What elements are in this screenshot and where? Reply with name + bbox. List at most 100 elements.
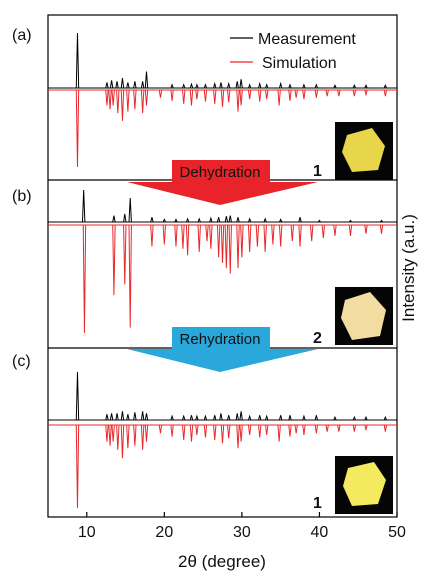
x-tick-label: 50 <box>388 524 406 541</box>
peak <box>140 81 145 89</box>
peak <box>379 219 384 223</box>
peak <box>112 215 116 223</box>
peak <box>189 89 194 106</box>
peak <box>126 414 130 421</box>
peak <box>235 81 239 89</box>
peak <box>182 414 186 421</box>
peak <box>278 81 283 89</box>
peak <box>209 224 213 249</box>
peak <box>115 413 119 421</box>
peak <box>271 224 275 245</box>
peak <box>337 89 341 97</box>
peak <box>235 413 239 421</box>
peak <box>265 424 269 436</box>
peak <box>247 217 252 223</box>
peak <box>240 224 244 258</box>
peak <box>265 414 269 421</box>
peak <box>189 424 194 442</box>
peak <box>364 224 368 234</box>
peak <box>239 424 243 442</box>
peak <box>112 224 116 296</box>
peak <box>109 80 114 89</box>
peak <box>195 83 199 89</box>
peak <box>227 89 231 103</box>
peak <box>258 424 262 438</box>
peak <box>128 197 132 223</box>
peak <box>288 424 292 437</box>
panel-label: (a) <box>12 27 32 44</box>
x-tick-label: 10 <box>78 524 96 541</box>
peak <box>120 424 125 459</box>
peak <box>126 82 130 89</box>
peak <box>115 81 119 89</box>
peak <box>236 224 240 269</box>
peak <box>170 83 174 89</box>
peak <box>236 89 240 112</box>
peak <box>317 219 322 223</box>
peak <box>258 81 262 89</box>
legend-label: Simulation <box>262 55 337 72</box>
peak <box>140 411 145 421</box>
peak <box>352 415 357 421</box>
peak <box>239 79 243 89</box>
peak <box>133 412 137 421</box>
peak <box>140 424 145 450</box>
peak <box>203 89 208 102</box>
y-axis-label: Intensity (a.u.) <box>399 214 418 322</box>
peak <box>337 424 341 432</box>
peak <box>105 424 109 442</box>
peak <box>364 83 368 89</box>
peak <box>239 411 243 421</box>
peak <box>219 413 223 421</box>
peak <box>158 424 163 434</box>
peak <box>294 89 298 98</box>
peak <box>290 224 294 242</box>
x-tick-label: 40 <box>311 524 329 541</box>
peak <box>111 89 115 106</box>
peak <box>302 414 306 421</box>
peak <box>81 189 86 223</box>
peak <box>120 411 125 421</box>
rehydration-arrow <box>127 327 318 372</box>
peak <box>278 415 283 421</box>
peak <box>288 89 292 101</box>
peak <box>174 218 178 223</box>
legend-label: Measurement <box>258 31 356 48</box>
peak <box>333 224 337 236</box>
peak <box>228 224 232 274</box>
peak <box>120 89 125 121</box>
peak <box>288 415 292 421</box>
peak <box>195 89 199 100</box>
peak <box>189 415 194 421</box>
peak <box>75 371 80 421</box>
peak <box>352 424 357 432</box>
peak <box>298 224 302 247</box>
peak <box>120 78 125 89</box>
peak <box>224 224 229 269</box>
transition-label: Dehydration <box>180 164 261 181</box>
peak <box>352 83 357 89</box>
peak <box>278 224 283 247</box>
peak <box>333 415 337 421</box>
peak <box>116 424 120 450</box>
peak <box>75 424 80 509</box>
peak <box>162 218 166 223</box>
peak <box>348 219 353 223</box>
peak <box>258 89 262 102</box>
peak <box>247 414 252 421</box>
peak <box>126 424 130 449</box>
peak <box>325 424 329 432</box>
photo <box>335 287 393 345</box>
peak <box>314 89 319 98</box>
peak <box>185 217 190 223</box>
peak <box>265 89 269 100</box>
peak <box>216 224 221 258</box>
peak <box>213 89 217 104</box>
peak <box>116 89 120 114</box>
peak <box>181 224 185 249</box>
peak <box>321 224 326 239</box>
peak <box>314 83 319 89</box>
sample-label: 2 <box>313 330 322 347</box>
peak <box>325 89 329 97</box>
peak <box>364 415 368 421</box>
